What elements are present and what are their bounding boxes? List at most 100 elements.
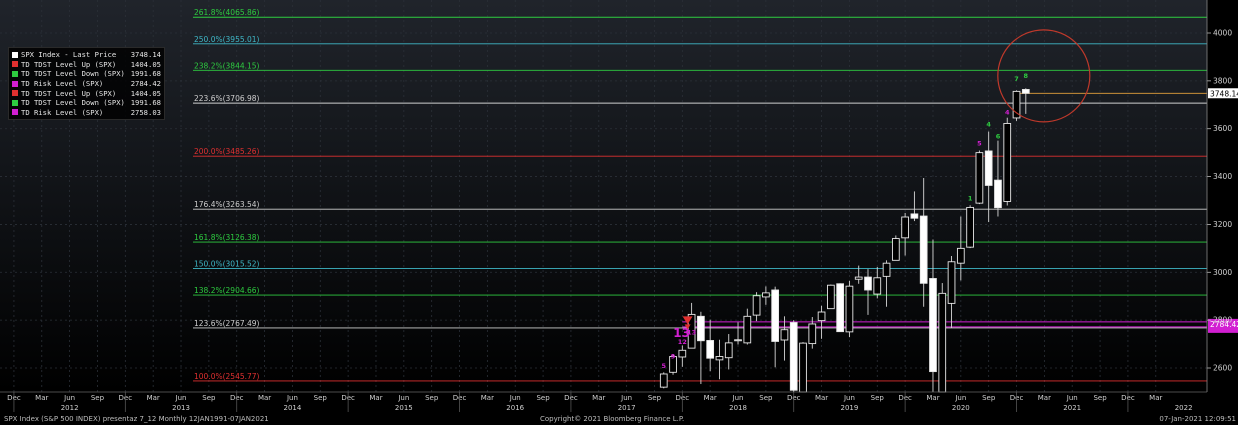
risk-level-value: 2784.42 (1210, 320, 1238, 329)
candle-up (678, 349, 687, 358)
candle-down (864, 276, 872, 291)
y-tick-label: 3200 (1213, 220, 1232, 229)
legend-label: TD TDST Level Up (SPX) (21, 88, 117, 98)
fib-level-label: 223.6%(3706.98) (194, 94, 260, 103)
x-year-label: 2016 (506, 404, 524, 412)
x-tick-label: Sep (759, 394, 773, 402)
x-tick-label: Mar (1149, 394, 1162, 402)
last-price-value: 3748.14 (1210, 89, 1238, 98)
footer-bar: SPX Index (S&P 500 INDEX) presentaz 7_12… (0, 414, 1238, 425)
candle-down (836, 283, 844, 333)
candle-down (697, 315, 705, 342)
legend-value: 1404.05 (130, 59, 161, 69)
fib-level-label: 200.0%(3485.26) (194, 147, 260, 156)
fib-level-label: 123.6%(2767.49) (194, 319, 260, 328)
candle-up (743, 315, 752, 344)
x-tick-label: Jun (1066, 394, 1078, 402)
x-tick-label: Mar (35, 394, 48, 402)
x-year-label: 2021 (1063, 404, 1081, 412)
candle-up (780, 329, 789, 341)
legend-label: TD TDST Level Down (SPX) (21, 69, 125, 79)
candle-up (956, 247, 965, 264)
fib-level-label: 261.8%(4065.86) (194, 8, 260, 17)
legend-label: TD Risk Level (SPX) (21, 79, 104, 89)
legend-swatch (12, 61, 18, 68)
x-year-label: 2020 (952, 404, 970, 412)
x-tick-label: Jun (843, 394, 855, 402)
buy-signal-arrow-tip-icon (684, 324, 691, 330)
y-tick-label: 2600 (1213, 364, 1232, 373)
x-tick-label: Mar (481, 394, 494, 402)
legend-swatch (12, 51, 18, 58)
highlight-circle (997, 29, 1091, 123)
x-year-label: 2015 (395, 404, 413, 412)
x-tick-label: Mar (1038, 394, 1051, 402)
candle-up (845, 285, 854, 333)
fib-level-label: 150.0%(3015.52) (194, 260, 260, 269)
candle-up (1012, 90, 1021, 119)
candle-down (929, 278, 937, 373)
legend-value: 1404.05 (130, 88, 161, 98)
candle-up (827, 284, 835, 310)
candle-up (873, 277, 882, 295)
candle-down (771, 289, 780, 342)
y-tick-label: 3800 (1213, 76, 1232, 85)
x-tick-label: Mar (815, 394, 828, 402)
x-tick-label: Mar (704, 394, 717, 402)
legend-value: 2784.42 (130, 79, 161, 89)
td-count-marker: 4 (1005, 108, 1010, 116)
candle-up (669, 356, 677, 373)
legend-swatch (12, 80, 18, 87)
footer-copyright: Copyright© 2021 Bloomberg Finance L.P. (540, 415, 685, 423)
x-year-label: 2018 (729, 404, 747, 412)
x-tick-label: Jun (954, 394, 966, 402)
x-tick-label: Mar (147, 394, 160, 402)
x-tick-label: Jun (397, 394, 409, 402)
fib-level-label: 238.2%(3844.15) (194, 61, 260, 70)
candle-up (882, 262, 891, 277)
candle-up (938, 292, 947, 393)
fib-level-label: 250.0%(3955.01) (194, 35, 260, 44)
candle-up (854, 276, 863, 280)
candle-up (724, 342, 733, 359)
legend-swatch (12, 70, 18, 77)
candle-down (910, 213, 919, 219)
legend-label: TD TDST Level Up (SPX) (21, 59, 117, 69)
candle-up (762, 292, 770, 298)
legend-entry: TD Risk Level (SPX) 2784.42 (12, 79, 161, 89)
y-tick-label: 3400 (1213, 172, 1232, 181)
legend-value: 2758.03 (130, 107, 161, 117)
legend-value: 3748.14 (130, 50, 161, 60)
td-count-marker: 9 (671, 352, 676, 360)
legend-value: 1991.68 (130, 98, 161, 108)
x-tick-label: Jun (286, 394, 298, 402)
legend-entry: TD TDST Level Up (SPX) 1404.05 (12, 60, 161, 70)
x-year-label: 2012 (61, 404, 79, 412)
x-year-label: 2022 (1175, 404, 1193, 412)
candle-up (947, 261, 956, 304)
footer-security-info: SPX Index (S&P 500 INDEX) presentaz 7_12… (4, 415, 269, 423)
x-tick-label: Sep (425, 394, 439, 402)
risk-level-tag (1208, 318, 1238, 333)
legend-swatch (12, 99, 18, 106)
y-tick-label: 2800 (1213, 316, 1232, 325)
candle-up (891, 238, 900, 261)
x-year-label: 2014 (284, 404, 302, 412)
x-tick-label: Sep (871, 394, 885, 402)
x-tick-label: Mar (592, 394, 605, 402)
candle-up (817, 311, 826, 322)
legend-swatch (12, 90, 18, 97)
legend-value: 1991.68 (130, 69, 161, 79)
candle-down (919, 215, 928, 284)
buy-signal-arrow-icon (682, 316, 693, 325)
legend-entry: TD TDST Level Down (SPX) 1991.68 (12, 98, 161, 108)
td-count-marker: 4 (986, 120, 991, 128)
legend-swatch (12, 109, 18, 116)
x-tick-label: Mar (258, 394, 271, 402)
candle-up (1003, 122, 1012, 202)
fib-level-label: 176.4%(3263.54) (194, 200, 260, 209)
legend: SPX Index - Last Price 3748.14 TD TDST Lev… (8, 47, 165, 121)
x-tick-label: Jun (732, 394, 744, 402)
x-tick-label: Sep (536, 394, 550, 402)
